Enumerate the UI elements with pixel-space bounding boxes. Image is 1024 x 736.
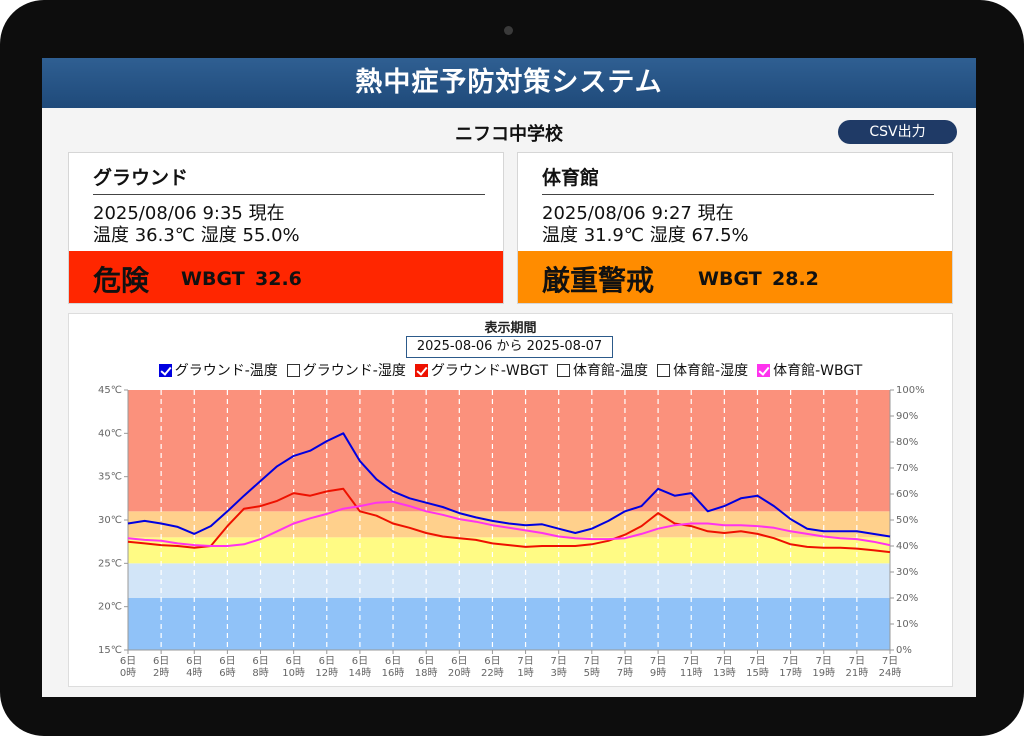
y2-tick-label: 20%: [896, 593, 918, 604]
x-tick-label: 6日 10時: [282, 656, 305, 679]
threshold-band: [128, 563, 890, 598]
x-tick-label: 7日 9時: [649, 656, 667, 679]
wbgt-value: 32.6: [255, 268, 302, 290]
x-tick-label: 7日 11時: [679, 656, 703, 679]
x-tick-label: 6日 16時: [381, 656, 405, 679]
y2-tick-label: 10%: [896, 619, 918, 630]
legend-label: グラウンド-湿度: [302, 363, 406, 379]
legend-checkbox[interactable]: [557, 363, 570, 377]
legend-label: 体育館-湿度: [673, 363, 749, 379]
x-tick-label: 7日 7時: [616, 656, 634, 679]
y-tick-label: 35℃: [98, 472, 122, 483]
y2-tick-label: 0%: [896, 645, 912, 656]
legend-label: グラウンド-温度: [174, 363, 278, 379]
screen: 熱中症予防対策システム ニフコ中学校 CSV出力 グラウンド 2025/08/0…: [42, 58, 976, 697]
x-tick-label: 7日 19時: [812, 656, 836, 679]
y2-tick-label: 100%: [896, 385, 925, 396]
conditions: 温度 31.9℃ 湿度 67.5%: [542, 225, 749, 246]
x-tick-label: 7日 15時: [746, 656, 769, 679]
legend-item: 体育館-湿度: [657, 360, 748, 380]
app-title: 熱中症予防対策システム: [42, 58, 976, 108]
y2-tick-label: 30%: [896, 567, 918, 578]
x-tick-label: 7日 3時: [550, 656, 567, 679]
legend-item: グラウンド-WBGT: [414, 360, 548, 380]
timestamp: 2025/08/06 9:27 現在: [542, 203, 734, 224]
x-tick-label: 7日 24時: [878, 656, 902, 679]
x-tick-label: 6日 6時: [219, 656, 236, 679]
period-selector[interactable]: 2025-08-06 から 2025-08-07: [406, 336, 613, 358]
legend-checkbox[interactable]: [657, 363, 671, 377]
y-tick-label: 15℃: [98, 645, 122, 656]
conditions: 温度 36.3℃ 湿度 55.0%: [93, 225, 300, 246]
x-tick-label: 6日 18時: [414, 656, 438, 679]
y-tick-label: 20℃: [98, 602, 122, 613]
legend-checkbox[interactable]: [158, 363, 172, 377]
y2-tick-label: 60%: [896, 489, 918, 500]
chart-panel: 表示期間 2025-08-06 から 2025-08-07 グラウンド-温度 グラ…: [68, 313, 953, 687]
series-line: [127, 487, 891, 554]
level-bar: 危険 WBGT 32.6: [69, 251, 503, 303]
x-tick-label: 6日 4時: [186, 656, 203, 679]
series-line: [127, 500, 891, 547]
chart: 15℃ 20℃ 25℃ 30℃ 35℃ 40℃ 45℃ 0% 10% 20% 30% 40% 50% 60…: [98, 385, 925, 656]
y-tick-label: 25℃: [98, 558, 122, 569]
wbgt-value: 28.2: [772, 268, 819, 290]
threshold-band: [128, 598, 890, 650]
y2-tick-label: 80%: [896, 437, 918, 448]
legend-checkbox[interactable]: [757, 363, 771, 377]
x-tick-label: 6日 8時: [252, 656, 269, 679]
x-tick-label: 6日 0時: [119, 656, 137, 679]
level-bar: 厳重警戒 WBGT 28.2: [518, 251, 952, 303]
camera: [504, 26, 513, 35]
x-tick-label: 7日 13時: [712, 656, 736, 679]
location-name: 体育館: [542, 163, 934, 195]
wbgt-label: WBGT: [181, 268, 245, 290]
x-tick-label: 6日 22時: [481, 656, 504, 679]
y-tick-label: 40℃: [98, 428, 122, 439]
location-name: グラウンド: [93, 163, 485, 195]
legend-item: 体育館-温度: [557, 360, 648, 380]
legend-item: グラウンド-温度: [158, 360, 278, 380]
level: 危険: [93, 264, 150, 297]
legend-label: 体育館-温度: [573, 363, 649, 379]
csv-button[interactable]: CSV出力: [838, 120, 957, 144]
y2-tick-label: 40%: [896, 541, 918, 552]
wbgt-label: WBGT: [698, 268, 762, 290]
level: 厳重警戒: [542, 264, 655, 297]
x-tick-label: 6日 20時: [447, 656, 471, 679]
series-line: [127, 432, 891, 538]
x-tick-label: 7日 1時: [517, 656, 534, 679]
legend-label: グラウンド-WBGT: [430, 363, 548, 379]
y2-tick-label: 50%: [896, 515, 918, 526]
legend: グラウンド-温度 グラウンド-湿度 グラウンド-WBGT 体育館-温度 体育館-湿度 体育…: [69, 360, 952, 380]
status-panel: グラウンド 2025/08/06 9:35 現在 温度 36.3℃ 湿度 55.…: [68, 152, 504, 304]
x-tick-label: 7日 17時: [779, 656, 802, 679]
x-tick-label: 6日 12時: [315, 656, 339, 679]
x-tick-label: 7日 5時: [583, 656, 600, 679]
status-panel: 体育館 2025/08/06 9:27 現在 温度 31.9℃ 湿度 67.5%…: [517, 152, 953, 304]
school-name: ニフコ中学校: [455, 124, 563, 145]
x-tick-label: 6日 14時: [348, 656, 372, 679]
x-tick-label: 6日 2時: [152, 656, 170, 679]
legend-item: 体育館-WBGT: [757, 360, 862, 380]
y2-tick-label: 70%: [896, 463, 918, 474]
threshold-band: [128, 537, 890, 564]
legend-label: 体育館-WBGT: [773, 363, 863, 379]
chart-title: 表示期間: [484, 321, 537, 336]
legend-checkbox[interactable]: [414, 363, 428, 377]
legend-item: グラウンド-湿度: [286, 360, 406, 380]
threshold-band: [128, 390, 890, 512]
legend-checkbox[interactable]: [286, 363, 300, 377]
y2-tick-label: 90%: [896, 411, 918, 422]
y-tick-label: 45℃: [98, 385, 122, 396]
timestamp: 2025/08/06 9:35 現在: [93, 203, 285, 224]
x-tick-label: 7日 21時: [845, 656, 869, 679]
y-tick-label: 30℃: [98, 515, 122, 526]
